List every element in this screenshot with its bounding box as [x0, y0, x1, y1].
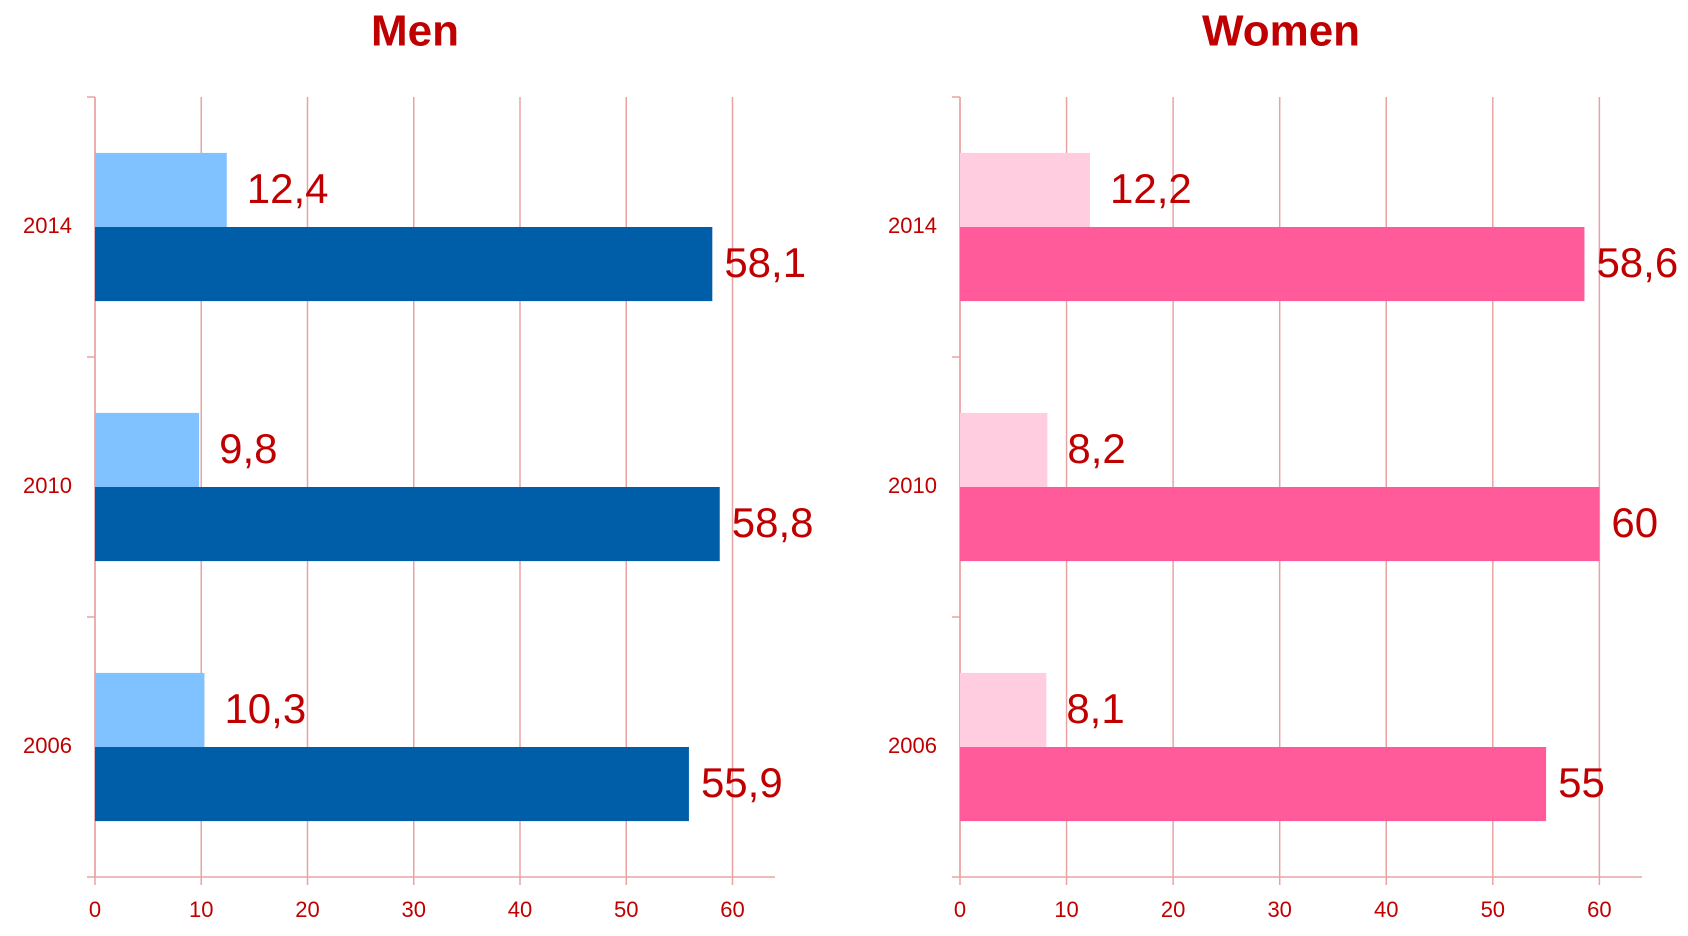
bar [95, 227, 713, 302]
y-tick-label: 2014 [23, 213, 72, 238]
x-tick-label: 40 [508, 897, 532, 922]
x-tick-label: 40 [1374, 897, 1398, 922]
bar [95, 487, 720, 562]
x-tick-label: 10 [189, 897, 213, 922]
y-tick-label: 2006 [23, 733, 72, 758]
bar [95, 672, 205, 747]
data-label: 55 [1558, 759, 1605, 806]
x-tick-label: 0 [954, 897, 966, 922]
y-tick-label: 2006 [888, 733, 937, 758]
y-tick-label: 2014 [888, 213, 937, 238]
chart-title: Men [371, 7, 459, 56]
x-tick-label: 50 [1481, 897, 1505, 922]
bar [960, 672, 1047, 747]
data-label: 9,8 [219, 425, 277, 472]
bar [960, 412, 1048, 487]
x-tick-label: 30 [1267, 897, 1291, 922]
y-tick-label: 2010 [23, 473, 72, 498]
x-tick-label: 0 [89, 897, 101, 922]
y-tick-label: 2010 [888, 473, 937, 498]
x-tick-label: 10 [1054, 897, 1078, 922]
data-label: 12,4 [247, 165, 329, 212]
x-tick-label: 60 [1587, 897, 1611, 922]
bar [960, 227, 1585, 302]
x-tick-label: 20 [295, 897, 319, 922]
data-label: 58,1 [724, 239, 806, 286]
x-tick-label: 60 [720, 897, 744, 922]
x-tick-label: 20 [1161, 897, 1185, 922]
bar [95, 152, 227, 227]
bar [95, 412, 200, 487]
bar [95, 747, 689, 822]
data-label: 10,3 [224, 685, 306, 732]
chart-title: Women [1202, 7, 1360, 56]
x-tick-label: 50 [614, 897, 638, 922]
bar [960, 487, 1600, 562]
data-label: 55,9 [701, 759, 783, 806]
x-tick-label: 30 [402, 897, 426, 922]
data-label: 58,6 [1596, 239, 1678, 286]
data-label: 60 [1611, 499, 1658, 546]
bar [960, 152, 1091, 227]
data-label: 58,8 [732, 499, 814, 546]
data-label: 8,2 [1067, 425, 1125, 472]
data-label: 8,1 [1066, 685, 1124, 732]
bar [960, 747, 1547, 822]
data-label: 12,2 [1110, 165, 1192, 212]
